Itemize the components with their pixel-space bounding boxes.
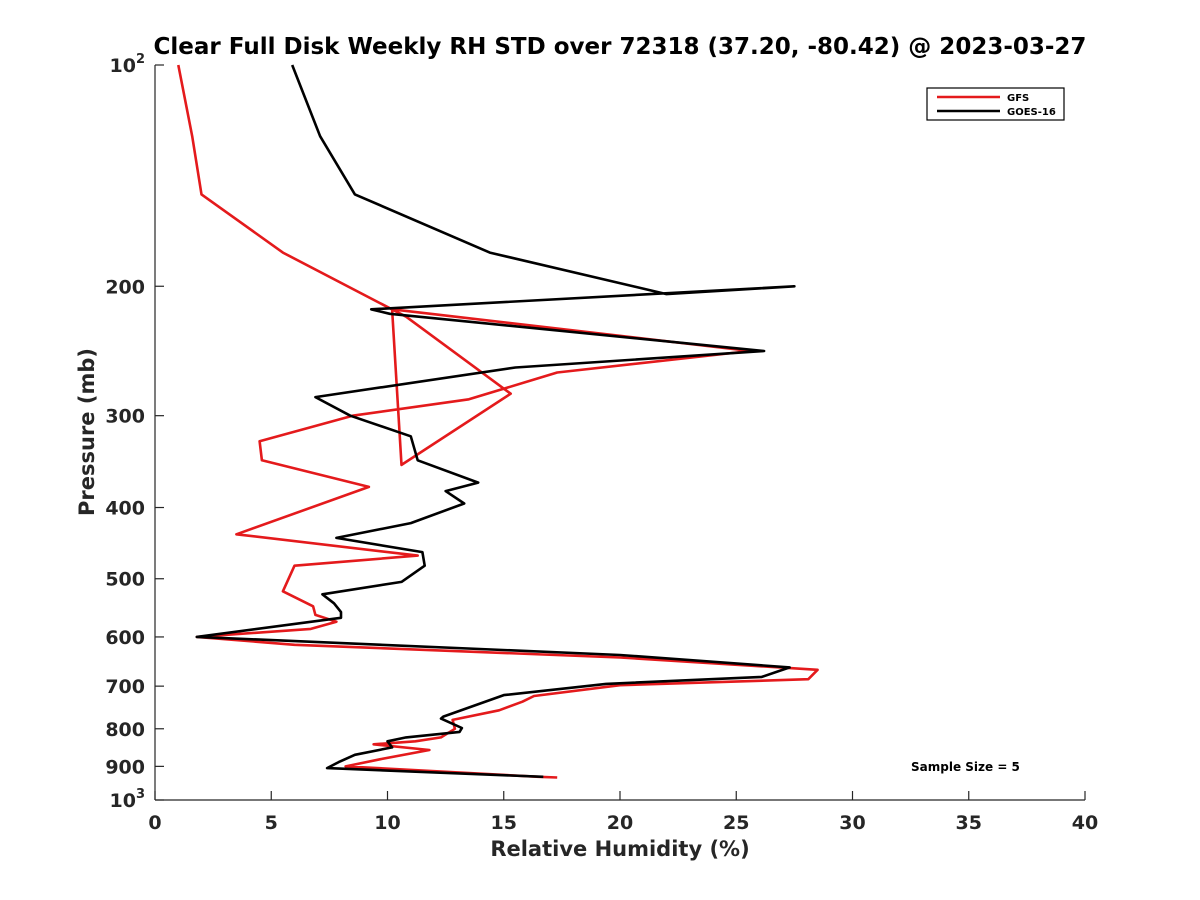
x-ticks: 0 5 10 15 20 25 30 35 40 (148, 791, 1098, 834)
y-tick-label: 102 (110, 52, 146, 77)
x-tick-label: 15 (491, 812, 517, 834)
y-tick-label: 900 (105, 756, 145, 778)
chart-title: Clear Full Disk Weekly RH STD over 72318… (154, 34, 1087, 60)
x-tick-label: 10 (374, 812, 400, 834)
x-tick-label: 20 (607, 812, 633, 834)
y-ticks: 102 200 300 400 500 600 700 800 900 103 (105, 52, 164, 812)
y-tick-label: 200 (105, 276, 145, 298)
y-tick-label: 103 (110, 787, 146, 812)
y-tick-label: 600 (105, 627, 145, 649)
series-line-gfs (177, 64, 819, 779)
legend-box (926, 87, 1065, 121)
y-tick-label: 400 (105, 498, 145, 520)
x-axis-label: Relative Humidity (%) (490, 837, 749, 861)
x-tick-label: 30 (839, 812, 865, 834)
y-tick-label: 500 (105, 569, 145, 591)
y-tick-label: 700 (105, 676, 145, 698)
x-tick-label: 5 (265, 812, 278, 834)
legend-label-goes16: GOES-16 (1007, 107, 1056, 118)
legend-label-gfs: GFS (1007, 93, 1029, 104)
legend: GFS GOES-16 (926, 87, 1065, 121)
series-layer (177, 64, 819, 779)
y-tick-label: 300 (105, 406, 145, 428)
x-tick-label: 25 (723, 812, 749, 834)
series-line-goes16 (195, 64, 796, 779)
x-tick-label: 35 (956, 812, 982, 834)
x-tick-label: 0 (148, 812, 161, 834)
y-tick-label: 800 (105, 719, 145, 741)
x-tick-label: 40 (1072, 812, 1098, 834)
y-axis-label: Pressure (mb) (75, 348, 99, 516)
sample-size-annotation: Sample Size = 5 (911, 760, 1020, 774)
